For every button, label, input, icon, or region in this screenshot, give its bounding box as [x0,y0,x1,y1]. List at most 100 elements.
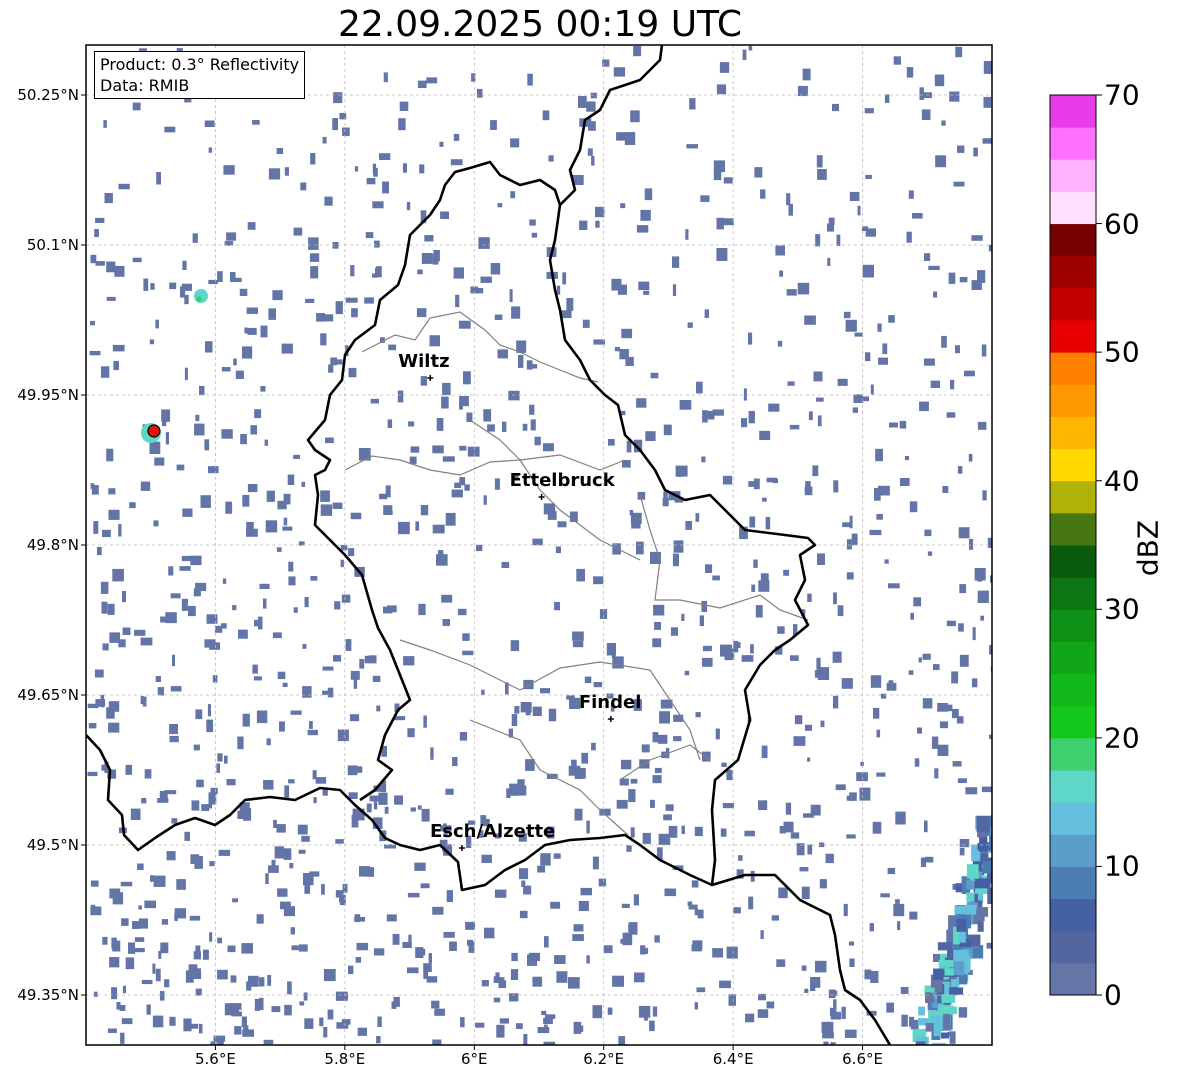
echo-cell [613,67,626,77]
echo-cell [870,675,882,688]
echo-cell [819,842,825,848]
echo-cell [442,456,455,462]
echo-cell [779,826,786,834]
echo-cell [973,147,978,157]
echo-cell [751,584,756,592]
echo-cell [340,559,344,568]
echo-cell [453,133,460,141]
echo-cell [736,869,744,879]
echo-cell [887,867,896,875]
echo-cell [459,396,469,407]
echo-cell [335,301,343,315]
echo-cell [748,481,757,487]
echo-cell [691,880,699,888]
echo-cell [373,801,378,810]
echo-cell [443,931,455,938]
echo-cell [654,935,660,943]
echo-cell [210,1041,217,1045]
echo-cell [379,493,388,500]
echo-cell [290,927,295,935]
echo-cell [493,997,501,1003]
echo-cell [90,880,99,887]
echo-cell [619,349,629,360]
echo-cell [918,1006,925,1016]
echo-cell [206,719,214,733]
echo-cell [231,1004,239,1014]
echo-cell [634,972,645,983]
echo-cell [924,820,928,833]
echo-cell [301,481,306,487]
echo-cell [315,777,327,784]
echo-cell [169,282,177,290]
echo-cell [349,714,360,722]
echo-cell [420,210,427,224]
echo-cell [258,977,265,987]
echo-cell [805,481,811,489]
echo-cell [766,1001,775,1009]
echo-cell [394,703,400,713]
echo-cell [974,568,986,581]
echo-cell [239,802,250,814]
echo-cell [989,645,992,655]
echo-cell [933,291,938,298]
colorbar-segment [1050,962,1096,996]
colorbar-tick-label: 40 [1104,464,1140,498]
echo-cell [743,388,747,401]
echo-cell [637,491,646,500]
echo-cell [224,755,228,764]
echo-cell [893,903,905,917]
echo-cell [914,758,920,767]
echo-cell [510,138,520,148]
echo-cell [137,863,144,870]
echo-cell [988,244,992,252]
echo-cell [888,583,900,589]
echo-cell [277,888,288,897]
echo-cell [592,856,599,870]
echo-cell [817,667,830,680]
echo-cell [629,510,634,516]
echo-cell [95,261,105,266]
echo-cell [428,953,432,964]
echo-cell [432,906,444,915]
echo-cell [354,917,365,922]
echo-cell [207,704,211,717]
echo-cell [599,609,608,619]
echo-cell [550,901,561,909]
echo-cell [961,876,971,894]
echo-cell [247,327,257,335]
echo-cell [713,169,722,181]
echo-cell [833,990,838,996]
echo-cell [953,181,965,187]
echo-cell [697,909,704,919]
echo-cell [989,815,992,827]
echo-cell [888,680,894,685]
echo-cell [608,439,615,446]
echo-cell [982,490,987,501]
echo-cell [468,941,475,953]
echo-cell [910,1062,926,1076]
echo-cell [234,1026,242,1035]
echo-cell [291,945,299,951]
echo-cell [893,56,901,65]
echo-cell [419,164,425,174]
echo-cell [638,1005,651,1018]
echo-cell [157,687,164,696]
echo-cell [242,494,250,507]
echo-cell [185,970,194,983]
echo-cell [462,633,470,641]
echo-cell [573,1021,582,1034]
echo-cell [876,772,886,777]
echo-cell [925,856,934,863]
echo-cell [445,788,454,795]
echo-cell [940,1032,949,1039]
echo-cell [511,475,519,481]
echo-cell [592,1005,603,1019]
echo-cell [277,500,287,510]
echo-cell [107,603,115,615]
echo-cell [532,976,543,987]
echo-cell [797,85,808,97]
echo-cell [586,820,590,834]
echo-cell [857,205,861,216]
echo-cell [90,906,102,916]
